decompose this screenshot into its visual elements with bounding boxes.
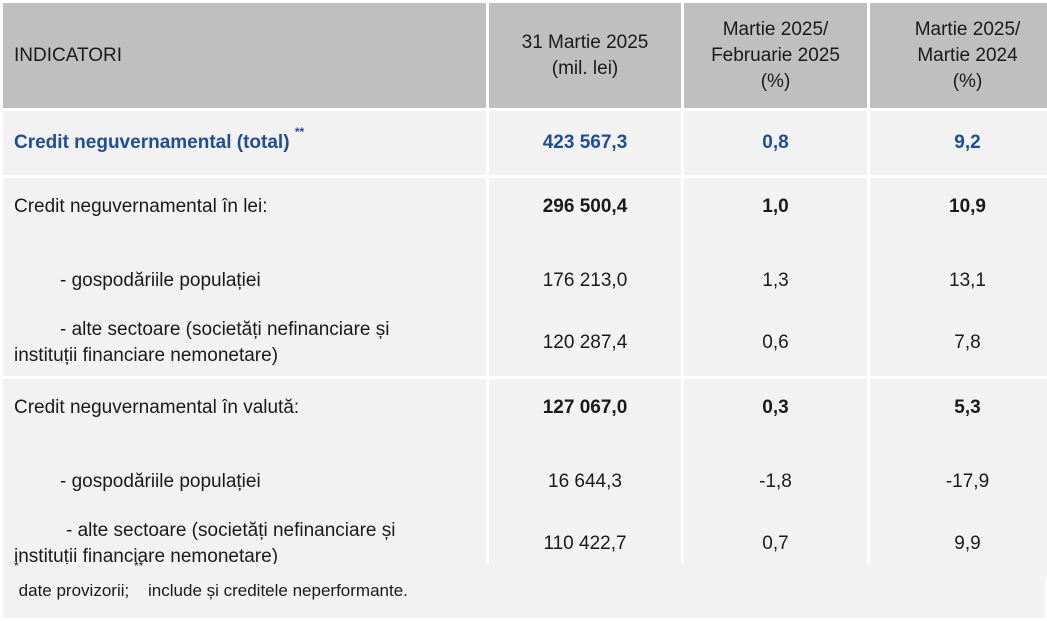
row-mom: 0,3 [682, 377, 870, 453]
row-yoy: 9,2 [868, 109, 1047, 178]
row-value: 423 567,3 [487, 109, 684, 178]
row-fx-households: - gospodăriile populației 16 644,3 -1,8 … [3, 453, 1047, 511]
footnote-text-2: include și creditele neperformante. [143, 581, 408, 600]
row-yoy: 7,8 [868, 310, 1047, 379]
row-mom: 0,8 [682, 109, 870, 178]
row-yoy: 5,3 [868, 377, 1047, 453]
row-value: 16 644,3 [487, 453, 684, 511]
footnote-text-1: date provizorii; [18, 581, 134, 600]
header-indicator: INDICATORI [3, 3, 489, 111]
row-label: Credit neguvernamental în lei: [3, 176, 489, 252]
row-value: 127 067,0 [487, 377, 684, 453]
row-lei-other: - alte sectoare (societăți nefinanciare … [3, 310, 1047, 379]
footnote-sup-2: ** [133, 559, 144, 573]
credit-table: INDICATORI 31 Martie 2025 (mil. lei) Mart… [3, 3, 1047, 580]
header-month-change: Martie 2025/Februarie 2025 (%) [682, 3, 870, 111]
row-total: Credit neguvernamental (total) ** 423 56… [3, 109, 1047, 178]
row-mom: 0,6 [682, 310, 870, 379]
row-label: Credit neguvernamental (total) ** [3, 109, 489, 178]
row-yoy: 10,9 [868, 176, 1047, 252]
header-value: 31 Martie 2025 (mil. lei) [487, 3, 684, 111]
row-label: - gospodăriile populației [3, 453, 489, 511]
footnote: * date provizorii; ** include și creditel… [3, 560, 1045, 618]
row-value: 176 213,0 [487, 252, 684, 310]
row-label: - gospodăriile populației [3, 252, 489, 310]
row-mom: 1,0 [682, 176, 870, 252]
row-yoy: 13,1 [868, 252, 1047, 310]
row-mom: -1,8 [682, 453, 870, 511]
row-yoy: -17,9 [868, 453, 1047, 511]
row-value: 296 500,4 [487, 176, 684, 252]
row-mom: 1,3 [682, 252, 870, 310]
footnote-sup-1: * [14, 559, 19, 573]
header-year-change: Martie 2025/Martie 2024 (%) [868, 3, 1047, 111]
row-label: - alte sectoare (societăți nefinanciare … [3, 310, 489, 379]
row-fx: Credit neguvernamental în valută: 127 06… [3, 377, 1047, 453]
row-value: 120 287,4 [487, 310, 684, 379]
table-header-row: INDICATORI 31 Martie 2025 (mil. lei) Mart… [3, 3, 1047, 111]
row-lei: Credit neguvernamental în lei: 296 500,4… [3, 176, 1047, 252]
row-label: Credit neguvernamental în valută: [3, 377, 489, 453]
row-lei-households: - gospodăriile populației 176 213,0 1,3 … [3, 252, 1047, 310]
